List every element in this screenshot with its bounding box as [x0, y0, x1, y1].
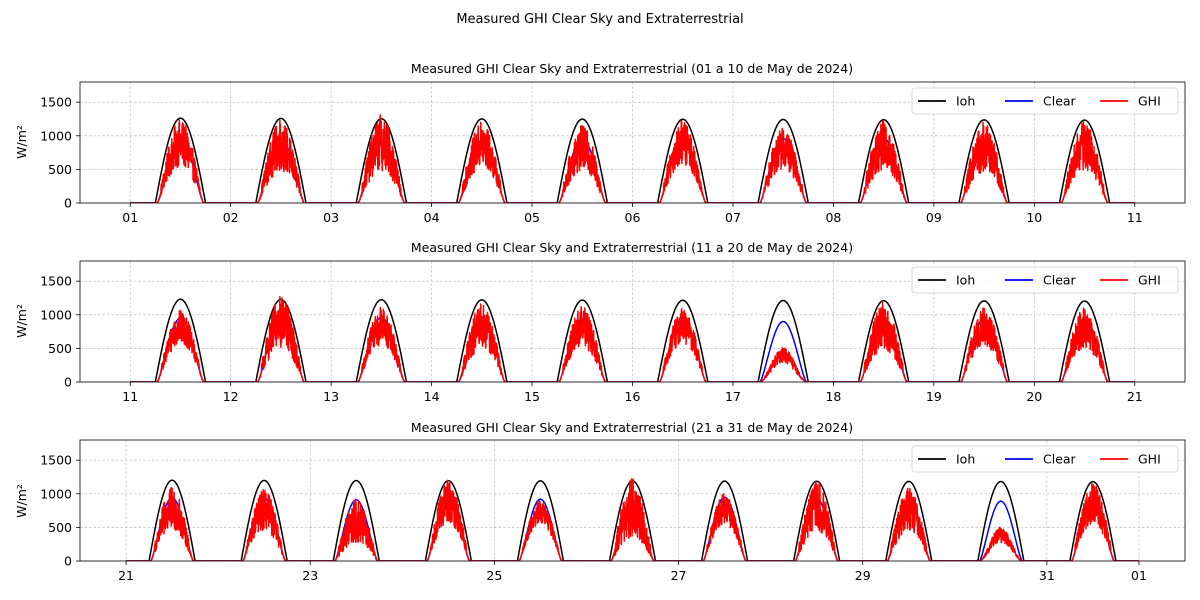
y-tick-label: 1500 — [40, 274, 72, 289]
y-tick-label: 500 — [48, 162, 72, 177]
panel-3-title: Measured GHI Clear Sky and Extraterrestr… — [411, 420, 853, 435]
x-tick-label: 17 — [725, 389, 741, 404]
panel-2-title: Measured GHI Clear Sky and Extraterrestr… — [411, 240, 853, 255]
y-tick-label: 1000 — [40, 486, 72, 501]
x-tick-label: 08 — [825, 210, 841, 225]
x-tick-label: 09 — [926, 210, 942, 225]
panel-2-ylabel: W/m² — [14, 304, 29, 338]
panel-3: Measured GHI Clear Sky and Extraterrestr… — [14, 420, 1186, 583]
legend-label-clear: Clear — [1043, 94, 1077, 109]
y-tick-label: 0 — [64, 196, 72, 211]
x-tick-label: 11 — [1127, 210, 1143, 225]
panel-3-ylabel: W/m² — [14, 484, 29, 518]
x-tick-label: 27 — [671, 568, 687, 583]
legend-box — [911, 266, 1179, 294]
x-tick-label: 19 — [926, 389, 942, 404]
y-tick-label: 1000 — [40, 128, 72, 143]
y-tick-label: 0 — [64, 375, 72, 390]
legend-label-ioh: Ioh — [956, 452, 975, 467]
panel-2: Measured GHI Clear Sky and Extraterrestr… — [14, 240, 1186, 404]
x-tick-label: 13 — [323, 389, 339, 404]
grid — [80, 261, 1185, 383]
series-ioh-line — [130, 298, 1135, 382]
x-tick-label: 15 — [524, 389, 540, 404]
series-ghi-line — [126, 478, 1139, 561]
legend-label-ghi: GHI — [1138, 452, 1161, 467]
figure-suptitle: Measured GHI Clear Sky and Extraterrestr… — [456, 12, 743, 27]
series-ioh-line — [130, 117, 1135, 203]
legend: Ioh Clear GHI — [911, 87, 1179, 115]
x-tick-label: 31 — [1039, 568, 1055, 583]
legend-label-ioh: Ioh — [956, 94, 975, 109]
series-ghi-line — [130, 114, 1135, 203]
panel-1: Measured GHI Clear Sky and Extraterrestr… — [14, 61, 1186, 225]
x-tick-label: 12 — [223, 389, 239, 404]
x-tick-label: 05 — [524, 210, 540, 225]
y-tick-label: 0 — [64, 554, 72, 569]
series-ghi-line — [130, 295, 1135, 382]
x-tick-label: 16 — [625, 389, 641, 404]
legend-label-ghi: GHI — [1138, 94, 1161, 109]
x-tick-label: 20 — [1026, 389, 1042, 404]
x-tick-label: 21 — [1127, 389, 1143, 404]
plot-area — [130, 114, 1135, 203]
x-tick-label: 07 — [725, 210, 741, 225]
y-tick-label: 1000 — [40, 307, 72, 322]
x-tick-label: 03 — [323, 210, 339, 225]
x-tick-label: 10 — [1026, 210, 1042, 225]
legend: Ioh Clear GHI — [911, 445, 1179, 473]
axes-frame — [79, 439, 1186, 562]
legend-label-ghi: GHI — [1138, 273, 1161, 288]
x-tick-label: 21 — [118, 568, 134, 583]
x-tick-label: 18 — [825, 389, 841, 404]
y-tick-label: 500 — [48, 520, 72, 535]
x-tick-label: 01 — [1131, 568, 1147, 583]
x-tick-label: 06 — [625, 210, 641, 225]
x-tick-label: 14 — [424, 389, 440, 404]
y-tick-label: 1500 — [40, 95, 72, 110]
x-tick-label: 11 — [122, 389, 138, 404]
legend-label-clear: Clear — [1043, 452, 1077, 467]
x-tick-label: 29 — [855, 568, 871, 583]
x-tick-label: 25 — [486, 568, 502, 583]
y-tick-label: 500 — [48, 341, 72, 356]
y-tick-label: 1500 — [40, 453, 72, 468]
panel-1-ylabel: W/m² — [14, 125, 29, 159]
legend-label-clear: Clear — [1043, 273, 1077, 288]
x-tick-label: 04 — [424, 210, 440, 225]
legend-box — [911, 87, 1179, 115]
x-tick-label: 01 — [122, 210, 138, 225]
legend: Ioh Clear GHI — [911, 266, 1179, 294]
legend-box — [911, 445, 1179, 473]
plot-area — [130, 295, 1135, 382]
x-tick-label: 23 — [302, 568, 318, 583]
legend-label-ioh: Ioh — [956, 273, 975, 288]
plot-area — [126, 478, 1139, 561]
panel-1-title: Measured GHI Clear Sky and Extraterrestr… — [411, 61, 853, 76]
x-tick-label: 02 — [223, 210, 239, 225]
